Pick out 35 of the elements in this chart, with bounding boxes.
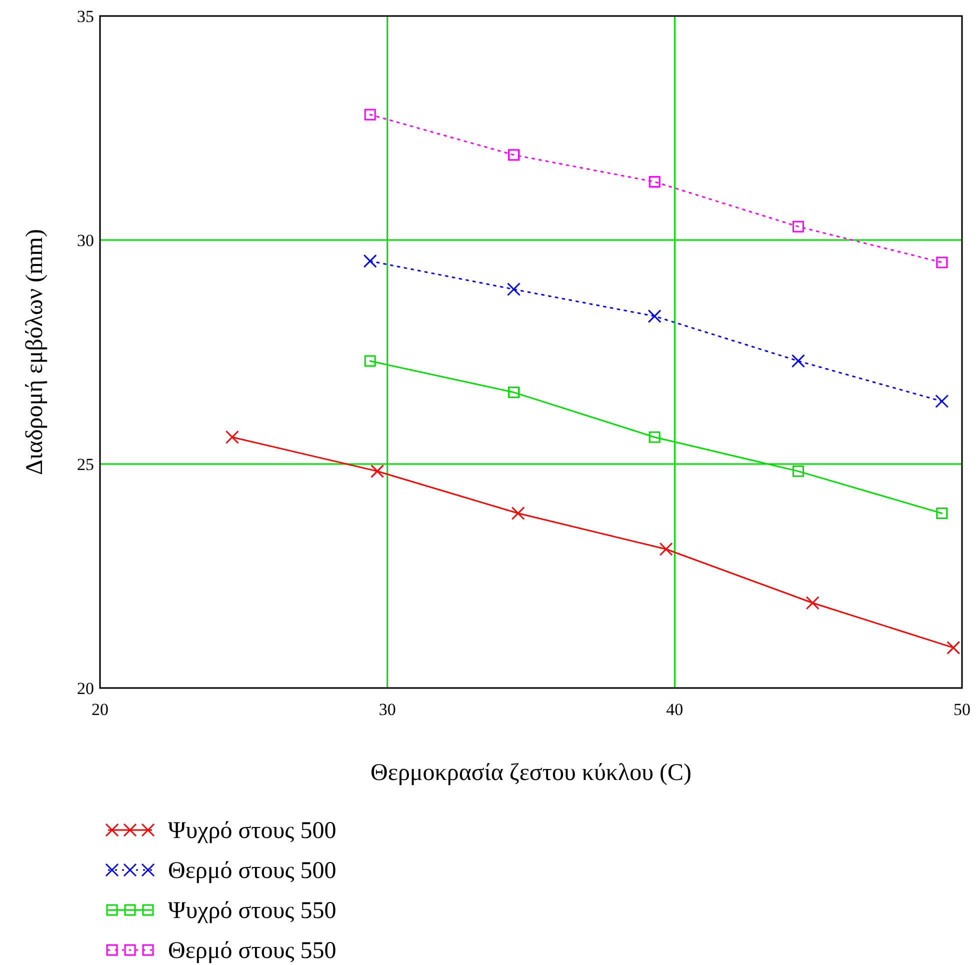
point (511, 506, 525, 520)
point (659, 542, 673, 556)
point (370, 464, 384, 478)
point (946, 640, 960, 654)
point (806, 596, 820, 610)
point (935, 394, 949, 408)
y-axis-title: Διαδρομή εμβόλων (mm) (22, 229, 48, 475)
point (364, 355, 376, 367)
x-axis-title: Θερμοκρασία ζεστου κύκλου (C) (370, 760, 692, 786)
point (648, 431, 660, 443)
legend-label: Θερμό στους 550 (168, 938, 336, 964)
point (792, 465, 804, 477)
point (936, 256, 948, 268)
y-tick-label: 25 (77, 455, 94, 474)
point (792, 220, 804, 232)
point (508, 149, 520, 161)
legend-label: Ψυχρό στους 550 (168, 898, 336, 924)
x-tick-label: 30 (378, 700, 396, 719)
x-tick-label: 50 (954, 700, 970, 719)
y-tick-label: 20 (77, 679, 94, 698)
point (225, 430, 239, 444)
point (791, 354, 805, 368)
point (363, 254, 377, 268)
point (648, 309, 662, 323)
y-tick-label: 35 (77, 7, 94, 26)
x-tick-label: 40 (666, 700, 684, 719)
point (508, 386, 520, 398)
point (936, 508, 948, 520)
point (364, 108, 376, 120)
x-tick-label: 20 (92, 700, 108, 719)
y-tick-label: 30 (77, 231, 94, 250)
legend-label: Θερμό στους 500 (168, 858, 336, 884)
legend-label: Ψυχρό στους 500 (168, 818, 336, 844)
point (648, 176, 660, 188)
point (507, 282, 521, 296)
